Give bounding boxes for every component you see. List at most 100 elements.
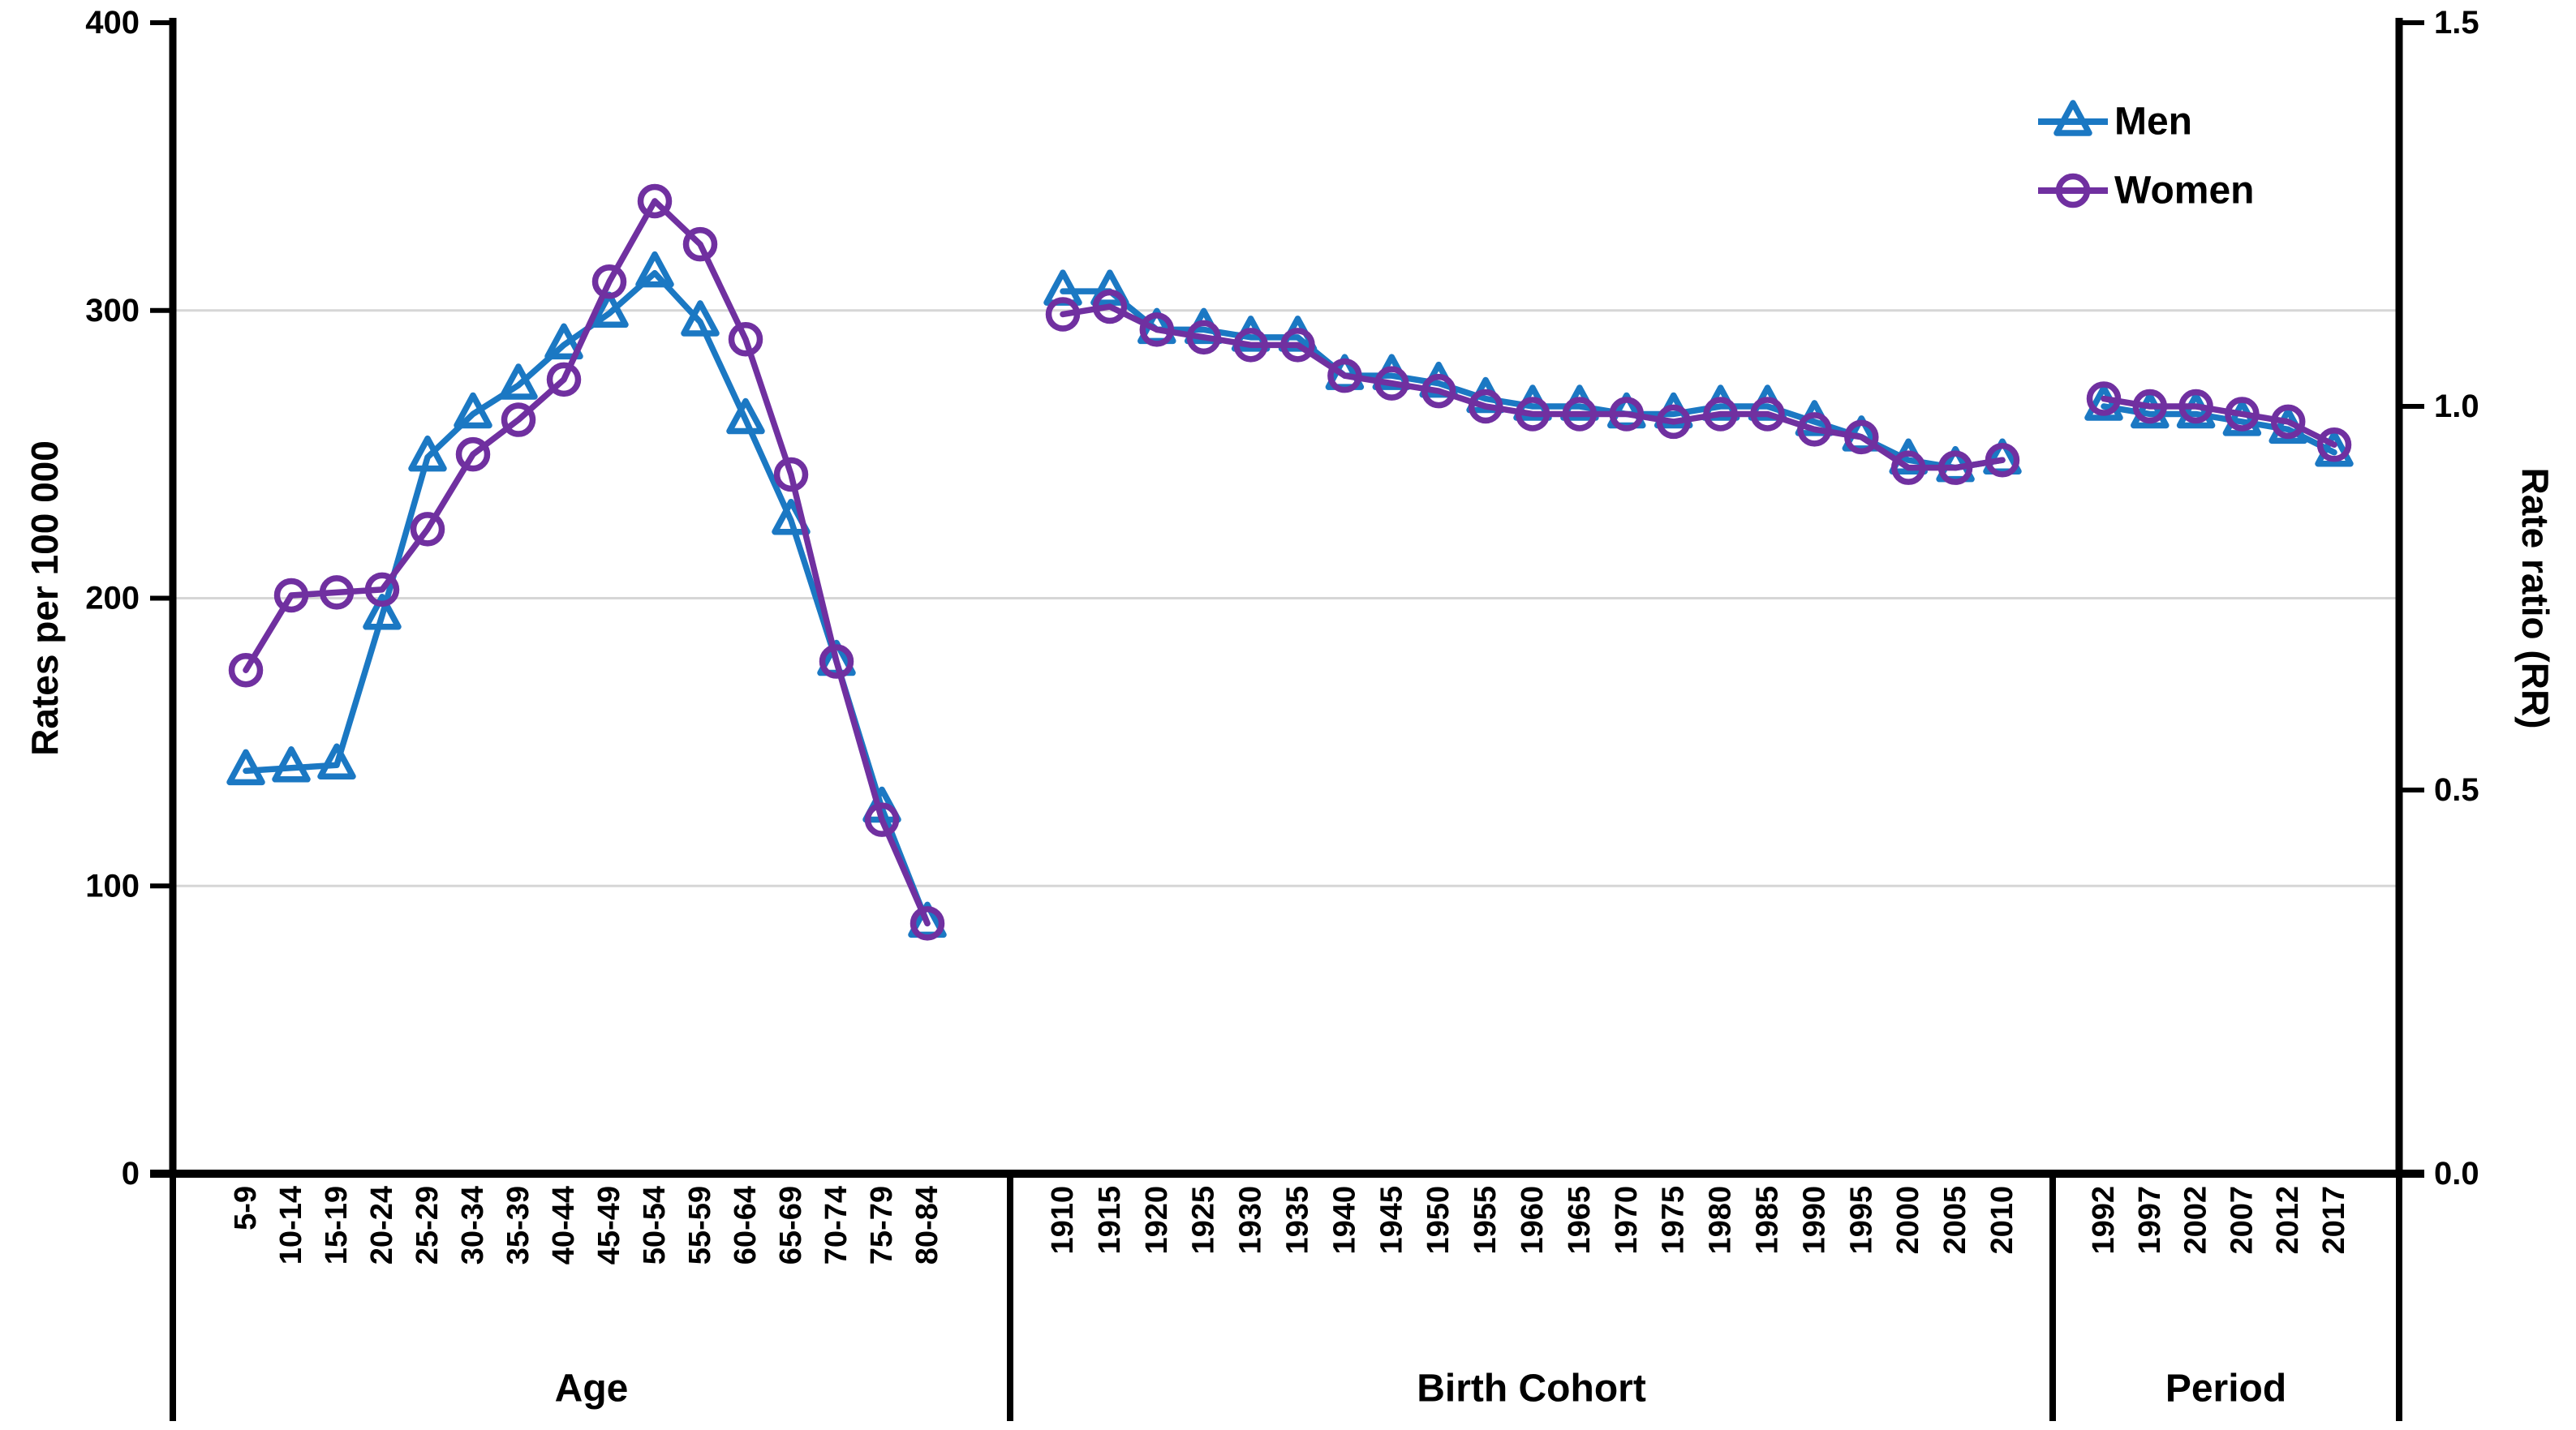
category-label-period: 1992 [2087,1186,2121,1255]
category-label-birth-cohort: 2000 [1891,1186,1925,1255]
men-marker [2315,431,2354,467]
category-label-birth-cohort: 1970 [1610,1186,1644,1255]
women-marker [1374,366,1409,401]
women-marker [1139,312,1175,347]
category-label-age: 70-74 [819,1186,854,1265]
category-label-age: 25-29 [411,1186,445,1265]
left-axis-title: Rates per 100 000 [24,440,66,756]
men-marker [544,323,583,360]
women-marker [228,652,264,688]
women-marker [1421,373,1456,409]
women-marker [1703,397,1738,432]
category-label-birth-cohort: 1990 [1797,1186,1831,1255]
category-label-birth-cohort: 1950 [1421,1186,1456,1255]
women-marker [682,226,718,262]
category-label-age: 5-9 [229,1186,263,1230]
category-label-birth-cohort: 2005 [1938,1186,1972,1255]
women-marker [1890,450,1926,485]
left-axis-tick-label: 0 [122,1156,140,1192]
category-label-birth-cohort: 1975 [1657,1186,1691,1255]
women-marker [455,436,491,472]
panel-title-birth-cohort: Birth Cohort [1417,1368,1646,1411]
category-label-birth-cohort: 1940 [1327,1186,1361,1255]
women-marker [1844,419,1879,455]
right-axis-tick-label: 0.5 [2434,772,2479,808]
left-axis-tick-label: 300 [85,293,140,329]
women-marker [2316,427,2352,462]
category-label-period: 2002 [2179,1186,2213,1255]
category-label-age: 30-34 [456,1186,490,1265]
panel-title-age: Age [555,1368,629,1411]
men-marker [2131,392,2170,429]
men-marker [317,743,356,780]
left-axis-tick-label: 200 [85,581,140,616]
category-label-birth-cohort: 1945 [1374,1186,1408,1255]
women-marker [2178,389,2213,424]
women-marker [1985,442,2020,478]
women-marker [546,362,582,397]
women-marker [2225,397,2260,432]
right-axis-tick-label: 1.5 [2434,5,2479,41]
category-label-birth-cohort: 1920 [1140,1186,1174,1255]
women-marker [1937,450,1973,485]
men-marker [408,435,447,472]
category-label-birth-cohort: 1995 [1844,1186,1878,1255]
category-label-birth-cohort: 1935 [1281,1186,1315,1255]
category-label-age: 15-19 [320,1186,354,1265]
legend-marker-women-circle-icon [2055,173,2091,208]
category-label-age: 35-39 [501,1186,535,1265]
women-marker [1327,358,1362,393]
category-label-period: 2017 [2317,1186,2351,1255]
men-marker [590,291,629,329]
category-label-birth-cohort: 1965 [1563,1186,1597,1255]
category-label-birth-cohort: 1930 [1234,1186,1268,1255]
category-label-period: 2012 [2271,1186,2305,1255]
women-marker [1092,289,1128,324]
right-axis-tick-label: 0.0 [2434,1156,2479,1192]
women-marker [1515,397,1550,432]
women-marker [2086,381,2122,416]
category-label-age: 20-24 [365,1186,399,1265]
women-marker [273,578,309,613]
women-marker [2270,404,2306,440]
category-label-birth-cohort: 1955 [1469,1186,1503,1255]
men-series-line [1060,288,2006,471]
right-axis-title: Rate ratio (RR) [2514,467,2557,728]
panel-title-period: Period [2165,1368,2286,1411]
legend-label-women: Women [2114,170,2254,213]
women-marker [819,644,854,679]
legend-label-men: Men [2114,101,2192,144]
women-marker [364,572,400,608]
men-marker [272,746,311,783]
women-marker [2132,389,2168,424]
women-series-line [2101,395,2337,449]
category-label-period: 1997 [2133,1186,2167,1255]
women-marker [410,512,445,547]
category-label-birth-cohort: 2010 [1985,1186,2019,1255]
women-marker [1468,389,1503,424]
category-label-age: 80-84 [910,1186,944,1265]
men-marker [681,300,720,337]
women-marker [1562,397,1598,432]
category-label-birth-cohort: 1980 [1704,1186,1738,1255]
men-marker [499,363,538,400]
women-marker [1233,328,1268,363]
women-marker [1186,320,1221,355]
men-marker [226,749,265,786]
women-series-line [243,198,931,927]
women-marker [1045,297,1081,332]
category-label-age: 60-64 [729,1186,763,1265]
category-label-age: 50-54 [638,1186,672,1265]
women-marker [728,321,763,357]
women-marker [1750,397,1785,432]
men-marker [1090,269,1129,306]
women-marker [864,802,900,837]
women-marker [1656,404,1691,440]
right-axis-tick-label: 1.0 [2434,389,2479,424]
women-marker [637,183,673,219]
women-marker [1280,328,1315,363]
men-marker [726,397,765,435]
category-label-age: 75-79 [865,1186,899,1265]
